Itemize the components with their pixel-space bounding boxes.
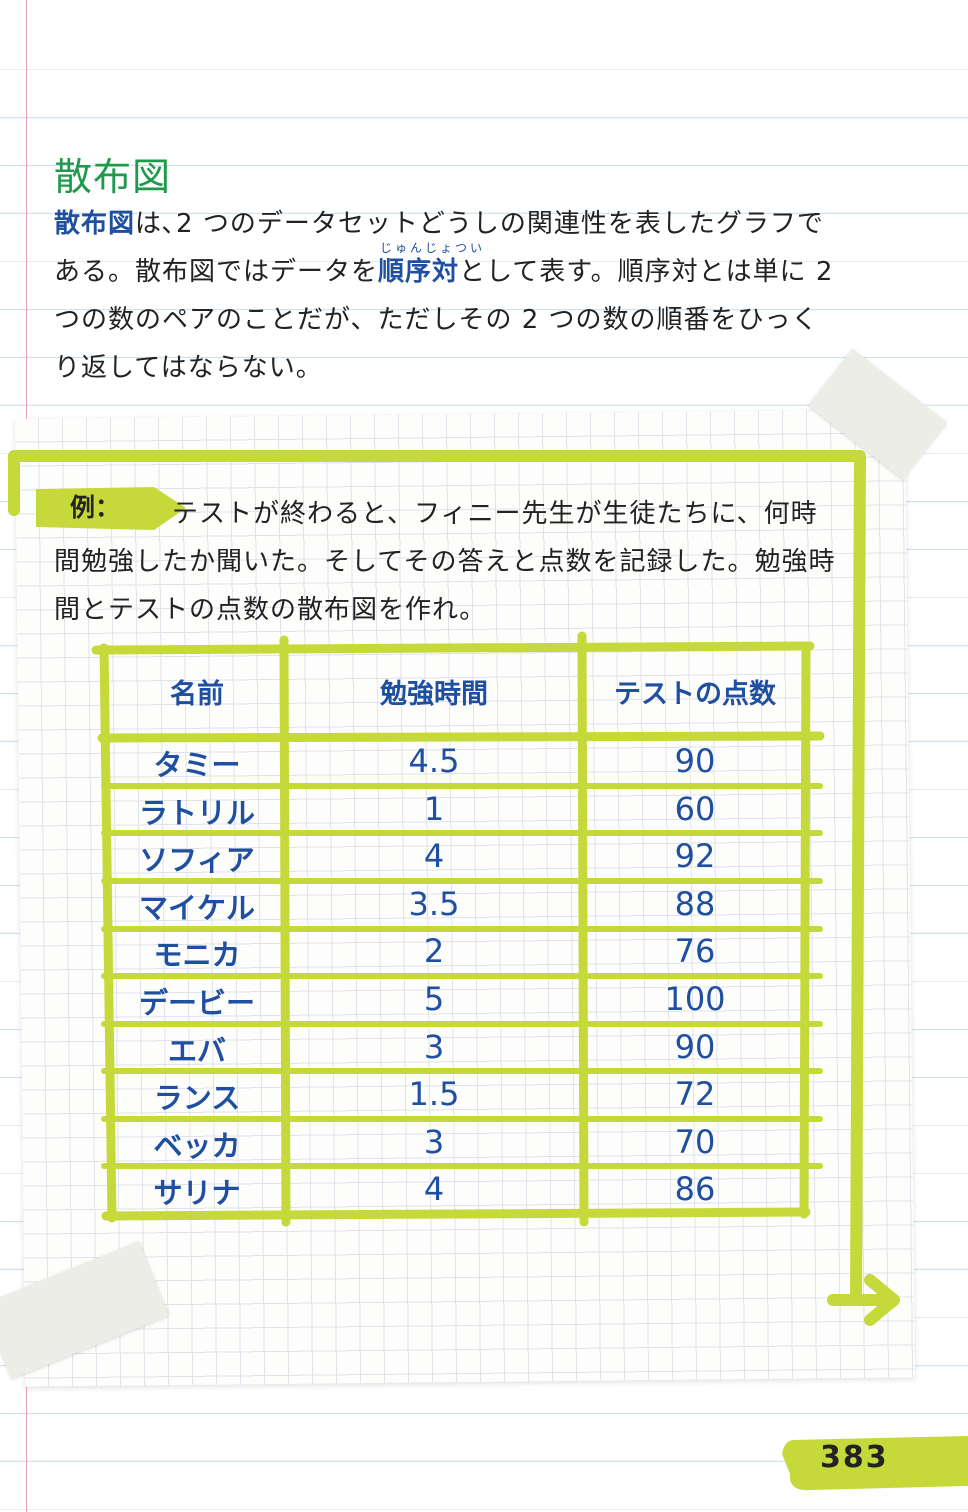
table-cell-score: 100	[664, 980, 726, 1018]
table-cell-hours: 4	[423, 1170, 445, 1209]
table-cell-name: タミー	[153, 748, 241, 782]
term-highlight: 散布図	[54, 209, 136, 239]
table-cell-hours: 2	[423, 932, 445, 971]
page-number: 383	[820, 1440, 889, 1475]
table-cell-hours: 4.5	[408, 742, 460, 780]
table-cell-hours: 3	[423, 1027, 445, 1066]
table-cell-name: マイケル	[138, 890, 255, 925]
table-cell-hours: 5	[423, 980, 445, 1018]
table-cell-hours: 1.5	[408, 1075, 460, 1114]
table-cell-name: サリナ	[153, 1176, 241, 1211]
intro-text-2: として表す。順序対とは単に 2 つの数のペアのことだが、ただしその 2 つの数の…	[54, 257, 834, 383]
intro-text-1: は､2 つのデータセットどうしの関連性を表したグラフである。散布図ではデータを	[54, 209, 824, 287]
table-cell-name: ランス	[153, 1081, 241, 1116]
intro-paragraph: 散布図は､2 つのデータセットどうしの関連性を表したグラフである。散布図ではデー…	[54, 200, 844, 392]
table-cell-score: 90	[674, 1027, 716, 1066]
table-cell-score: 60	[674, 789, 716, 828]
table-cell-score: 88	[674, 884, 716, 923]
header-study-hours: 勉強時間	[380, 679, 488, 710]
ordered-pair-ruby: じゅんじょつい	[380, 241, 486, 255]
table-cell-score: 86	[674, 1170, 716, 1209]
table-cell-name: ラトリル	[138, 795, 255, 830]
table-cell-score: 72	[674, 1075, 716, 1114]
table-cell-name: ベッカ	[153, 1128, 241, 1163]
page-number-brush	[782, 1436, 968, 1491]
example-text: テストが終わると、フィニー先生が生徒たちに、何時間勉強したか聞いた。そしてその答…	[54, 499, 836, 625]
table-cell-name: ソフィア	[139, 843, 255, 878]
example-label: 例：	[70, 493, 121, 522]
header-test-score: テストの点数	[614, 679, 776, 710]
table-cell-score: 92	[674, 837, 716, 876]
example-arrow-tag	[36, 487, 186, 530]
table-cell-score: 76	[674, 932, 716, 971]
table-cell-hours: 3.5	[408, 884, 460, 923]
ordered-pair-highlight: 順序対	[378, 257, 460, 287]
header-name: 名前	[170, 679, 224, 710]
table-cell-score: 90	[674, 742, 716, 780]
section-heading: 散布図	[54, 155, 172, 199]
table-cell-hours: 1	[423, 789, 445, 828]
table-cell-name: モニカ	[153, 938, 241, 973]
table-cell-hours: 3	[423, 1122, 445, 1161]
ordered-pair-term: じゅんじょつい 順序対	[378, 241, 482, 296]
table-cell-hours: 4	[423, 837, 445, 876]
table-cell-name: デービー	[138, 986, 255, 1020]
table-cell-name: エバ	[167, 1033, 226, 1068]
table-cell-score: 70	[674, 1122, 716, 1161]
